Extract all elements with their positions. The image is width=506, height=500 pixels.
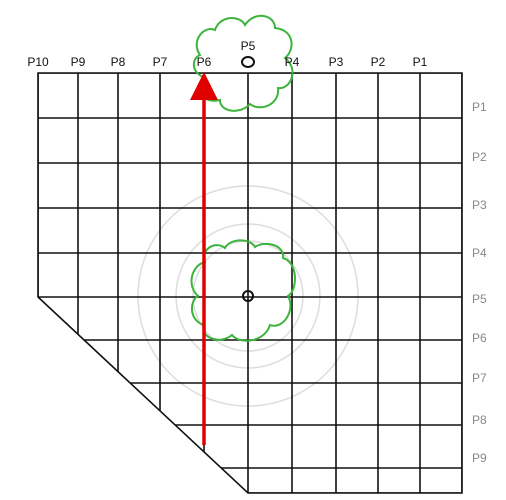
right-label: P9 xyxy=(472,451,487,465)
marker-top xyxy=(241,56,255,68)
right-label: P3 xyxy=(472,198,487,212)
grid-border xyxy=(37,72,463,494)
top-label: P1 xyxy=(413,55,428,69)
marker-center xyxy=(242,290,254,302)
labels: P10 P9 P8 P7 P6 P5 P4 P3 P2 P1 P1 P2 P3 P4 P5 P6 P7 P8 P9 xyxy=(27,39,487,465)
top-label: P4 xyxy=(285,55,300,69)
top-label: P5 xyxy=(241,39,256,53)
right-label: P6 xyxy=(472,331,487,345)
right-label: P8 xyxy=(472,413,487,427)
right-label: P1 xyxy=(472,100,487,114)
right-label: P4 xyxy=(472,246,487,260)
cloud-center xyxy=(190,239,296,342)
top-label: P9 xyxy=(71,55,86,69)
right-label: P7 xyxy=(472,371,487,385)
top-label: P6 xyxy=(197,55,212,69)
top-label: P3 xyxy=(329,55,344,69)
top-label: P10 xyxy=(27,55,49,69)
top-label: P2 xyxy=(371,55,386,69)
right-label: P2 xyxy=(472,150,487,164)
grid xyxy=(38,73,462,493)
top-label: P8 xyxy=(111,55,126,69)
top-label: P7 xyxy=(153,55,168,69)
right-label: P5 xyxy=(472,292,487,306)
